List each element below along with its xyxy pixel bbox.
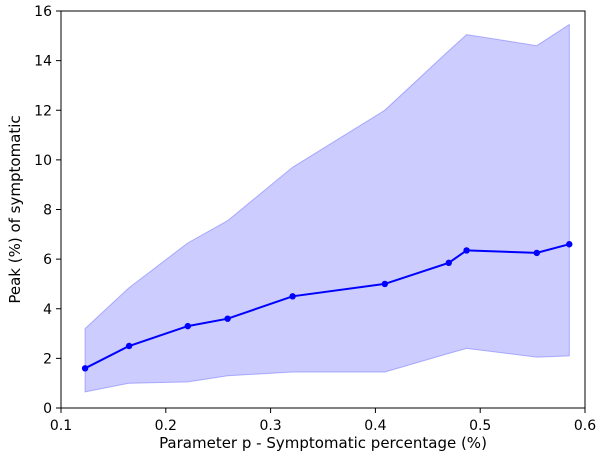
y-tick-label: 16 (34, 4, 52, 20)
confidence-band-layer (84, 23, 570, 393)
x-axis-label: Parameter p - Symptomatic percentage (%) (159, 434, 487, 452)
x-tick-label: 0.3 (259, 418, 281, 434)
x-tick-label: 0.6 (574, 418, 596, 434)
data-point-4 (224, 315, 231, 322)
x-tick-label: 0.2 (155, 418, 177, 434)
y-axis-ticks: 0 2 4 6 8 10 12 14 16 (34, 4, 61, 417)
data-point-1 (81, 365, 89, 372)
data-point-7 (445, 259, 452, 267)
x-tick-label: 0.5 (469, 418, 491, 434)
data-point-9 (533, 249, 540, 257)
y-tick-label: 2 (43, 351, 52, 367)
series-line-layer (84, 243, 570, 370)
y-tick-label: 8 (43, 203, 52, 219)
data-point-8 (463, 247, 470, 254)
data-point-3 (184, 322, 192, 330)
data-point-10 (566, 241, 573, 248)
y-tick-label: 14 (34, 54, 52, 70)
y-tick-label: 10 (34, 153, 52, 169)
y-tick-label: 12 (34, 103, 52, 119)
data-point-2 (125, 342, 133, 350)
x-axis-ticks: 0.1 0.2 0.3 0.4 0.5 0.6 (50, 408, 596, 434)
data-point-5 (289, 293, 296, 300)
y-axis-label: Peak (%) of symptomatic (6, 115, 24, 303)
y-tick-label: 4 (43, 302, 52, 318)
y-tick-label: 6 (43, 252, 52, 268)
data-point-6 (381, 280, 389, 288)
series-points-layer (81, 241, 573, 372)
x-tick-label: 0.1 (50, 418, 72, 434)
series-line (84, 243, 570, 370)
y-tick-label: 0 (43, 401, 52, 417)
x-tick-label: 0.4 (364, 418, 386, 434)
confidence-band (84, 23, 570, 393)
